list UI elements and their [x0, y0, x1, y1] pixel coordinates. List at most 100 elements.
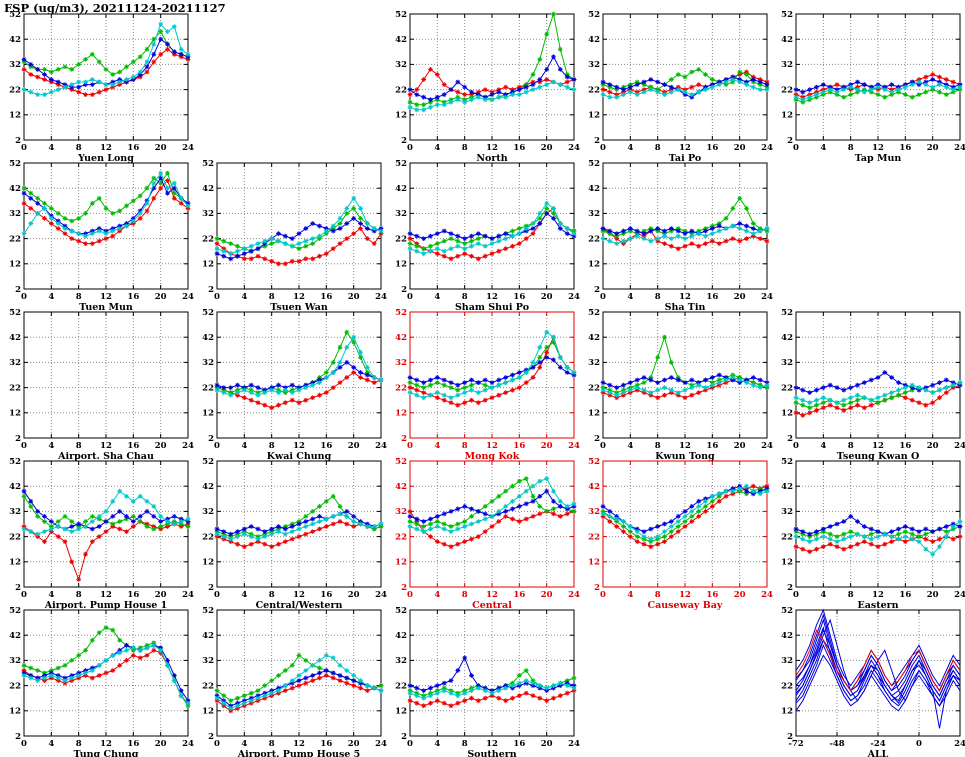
y-tick-label: 22 — [202, 383, 214, 393]
x-tick-label: 0 — [407, 143, 413, 153]
y-tick-label: 2 — [208, 285, 214, 295]
x-tick-label: 0 — [214, 739, 220, 749]
plot-all: 2 12 22 32 42 52 -72 -48 -24 0 24 ALL — [772, 606, 965, 757]
y-tick-label: 52 — [202, 606, 214, 616]
plot-title: Causeway Bay — [648, 600, 723, 611]
plot-canvas: 2 12 22 32 42 52 0 4 8 12 16 20 24 Yuen Long — [9, 10, 194, 164]
x-tick-label: 4 — [627, 143, 633, 153]
series-markers-red — [600, 483, 770, 550]
y-tick-label: 52 — [781, 457, 793, 467]
x-tick-label: 16 — [706, 143, 718, 153]
y-tick-label: 22 — [781, 532, 793, 542]
y-tick-label: 12 — [588, 558, 600, 568]
x-tick-label: 4 — [434, 143, 440, 153]
plot-frame — [23, 13, 189, 141]
plot-title: Tseung Kwan O — [837, 451, 919, 462]
x-tick-label: 0 — [916, 739, 922, 749]
plot-canvas: 2 12 22 32 42 52 0 4 8 12 16 20 24 Tuen Mun — [9, 159, 194, 313]
x-tick-label: 12 — [679, 292, 691, 302]
x-tick-label: 16 — [899, 441, 911, 451]
y-tick-label: 22 — [395, 234, 407, 244]
x-tick-label: 8 — [462, 292, 468, 302]
y-tick-label: 12 — [395, 409, 407, 419]
plot-frame — [602, 162, 768, 290]
x-tick-label: 4 — [241, 292, 247, 302]
y-tick-label: 2 — [594, 583, 600, 593]
y-tick-label: 2 — [401, 285, 407, 295]
plot-canvas: 2 12 22 32 42 52 0 4 8 12 16 20 24 Central/Western — [202, 457, 387, 611]
x-tick-label: 16 — [513, 143, 525, 153]
series-markers-green — [21, 170, 191, 224]
y-tick-label: 42 — [588, 482, 600, 492]
series-markers-cyan — [793, 79, 963, 103]
x-tick-label: 4 — [627, 441, 633, 451]
plot-canvas: 2 12 22 32 42 52 0 4 8 12 16 20 24 Central — [395, 457, 580, 611]
plot-eastern: 2 12 22 32 42 52 0 4 8 12 16 20 24 Eastern — [772, 457, 965, 611]
series-markers-cyan — [214, 653, 384, 711]
x-tick-label: 8 — [76, 739, 82, 749]
series-markers-cyan — [214, 195, 384, 257]
y-tick-label: 42 — [202, 184, 214, 194]
x-tick-label: -48 — [829, 739, 844, 749]
x-tick-label: 8 — [462, 739, 468, 749]
y-tick-label: 2 — [15, 285, 21, 295]
y-tick-label: 12 — [202, 707, 214, 717]
plot-title: Kwun Tong — [655, 451, 715, 462]
y-tick-label: 22 — [9, 234, 21, 244]
y-tick-label: 2 — [208, 583, 214, 593]
x-tick-label: 0 — [21, 441, 27, 451]
plot-canvas: 2 12 22 32 42 52 0 4 8 12 16 20 24 Eastern — [781, 457, 965, 611]
x-tick-label: 8 — [462, 143, 468, 153]
x-tick-label: 4 — [241, 739, 247, 749]
y-tick-label: 52 — [395, 606, 407, 616]
x-tick-label: 20 — [541, 590, 553, 600]
y-tick-label: 52 — [395, 457, 407, 467]
x-tick-label: 20 — [348, 590, 360, 600]
x-tick-label: 20 — [734, 590, 746, 600]
plot-canvas: 2 12 22 32 42 52 0 4 8 12 16 20 24 Kwai Chung — [202, 308, 387, 462]
x-tick-label: 8 — [76, 292, 82, 302]
x-tick-label: 12 — [486, 739, 498, 749]
x-tick-label: 0 — [600, 143, 606, 153]
y-tick-label: 2 — [594, 136, 600, 146]
x-tick-label: 0 — [407, 739, 413, 749]
y-tick-label: 2 — [15, 136, 21, 146]
x-tick-label: 0 — [21, 143, 27, 153]
x-tick-label: 8 — [76, 143, 82, 153]
y-tick-label: 52 — [588, 457, 600, 467]
y-tick-label: 22 — [395, 681, 407, 691]
x-tick-label: 20 — [734, 143, 746, 153]
series-line-red — [795, 629, 961, 692]
x-tick-label: 20 — [348, 441, 360, 451]
plot-north: 2 12 22 32 42 52 0 4 8 12 16 20 24 North — [386, 10, 580, 164]
y-tick-label: 52 — [9, 159, 21, 169]
x-tick-label: 16 — [127, 739, 139, 749]
x-tick-label: 0 — [214, 590, 220, 600]
x-tick-label: 24 — [375, 590, 387, 600]
y-tick-label: 12 — [588, 409, 600, 419]
plot-title: Airport. Pump House 1 — [44, 600, 168, 611]
y-tick-label: 12 — [9, 260, 21, 270]
x-tick-label: 16 — [127, 441, 139, 451]
x-tick-label: 0 — [793, 590, 799, 600]
series-markers-cyan — [407, 329, 577, 401]
x-tick-label: 16 — [899, 590, 911, 600]
plot-frame — [795, 460, 961, 588]
y-tick-label: 32 — [9, 507, 21, 517]
plot-kwun-tong: 2 12 22 32 42 52 0 4 8 12 16 20 24 Kwun Tong — [579, 308, 773, 462]
plot-frame — [795, 311, 961, 439]
y-tick-label: 32 — [781, 656, 793, 666]
y-tick-label: 52 — [202, 457, 214, 467]
x-tick-label: 4 — [48, 292, 54, 302]
x-tick-label: 8 — [269, 590, 275, 600]
plot-title: Tap Mun — [855, 153, 902, 164]
series-line-blue — [795, 628, 961, 697]
y-tick-label: 22 — [202, 234, 214, 244]
y-tick-label: 12 — [781, 707, 793, 717]
x-tick-label: 20 — [348, 292, 360, 302]
y-tick-label: 42 — [9, 35, 21, 45]
y-tick-label: 32 — [588, 60, 600, 70]
y-tick-label: 42 — [588, 184, 600, 194]
x-tick-label: 16 — [127, 292, 139, 302]
